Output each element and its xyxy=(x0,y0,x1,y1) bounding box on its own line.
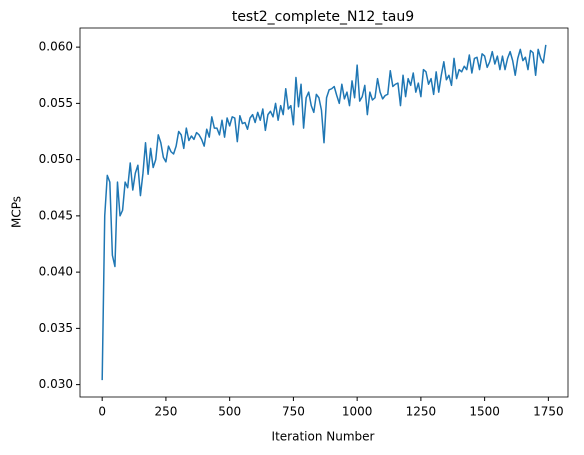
x-tick-label: 250 xyxy=(154,405,177,419)
y-tick-label: 0.055 xyxy=(39,96,73,110)
x-tick-label: 1000 xyxy=(342,405,373,419)
y-tick-label: 0.060 xyxy=(39,40,73,54)
y-axis-label: MCPs xyxy=(10,196,24,228)
plot-frame xyxy=(79,27,569,398)
x-tick-label: 500 xyxy=(218,405,241,419)
y-tick-label: 0.030 xyxy=(39,377,73,391)
x-axis-label: Iteration Number xyxy=(272,430,375,444)
x-tick-label: 1500 xyxy=(469,405,500,419)
y-tick-label: 0.040 xyxy=(39,265,73,279)
y-tick-label: 0.035 xyxy=(39,321,73,335)
chart-title: test2_complete_N12_tau9 xyxy=(232,9,414,25)
data-line xyxy=(101,44,547,381)
x-tick-label: 0 xyxy=(98,405,106,419)
x-tick-label: 1750 xyxy=(533,405,564,419)
y-tick-label: 0.050 xyxy=(39,152,73,166)
y-tick-label: 0.045 xyxy=(39,208,73,222)
x-tick-label: 750 xyxy=(282,405,305,419)
x-tick-label: 1250 xyxy=(406,405,437,419)
